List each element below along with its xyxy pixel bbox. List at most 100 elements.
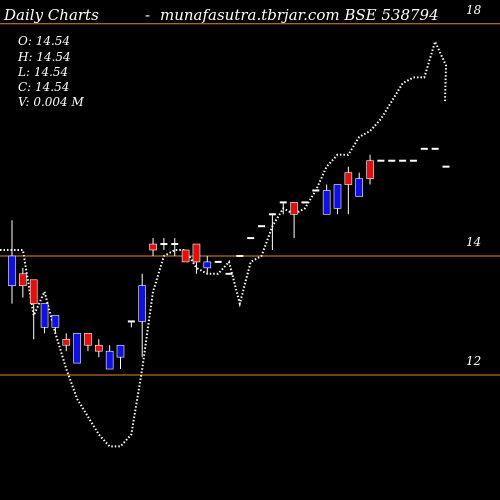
candle-body-9 <box>105 350 114 370</box>
candle-27 <box>301 201 309 204</box>
candle-body-28 <box>312 189 320 192</box>
candle-8 <box>95 339 103 358</box>
candle-6 <box>73 333 81 364</box>
candle-13 <box>149 238 157 256</box>
candle-body-29 <box>322 190 331 215</box>
candle-15 <box>171 238 179 256</box>
candle-body-23 <box>258 225 266 228</box>
candle-1 <box>19 267 27 298</box>
candle-29 <box>322 184 331 215</box>
candle-31 <box>344 166 353 215</box>
candle-body-20 <box>225 272 233 275</box>
candle-body-17 <box>192 243 201 263</box>
candle-body-0 <box>8 255 16 287</box>
candle-4 <box>51 315 60 334</box>
candle-16 <box>181 249 190 263</box>
candle-14 <box>160 238 168 250</box>
tick-label-0: 18 <box>466 3 482 17</box>
candle-body-5 <box>62 338 71 346</box>
site-and-symbol: munafasutra.tbrjar.com BSE 538794 <box>160 6 439 24</box>
candle-11 <box>127 320 135 328</box>
candle-37 <box>409 159 417 162</box>
candle-body-12 <box>138 285 146 322</box>
candle-30 <box>333 184 342 215</box>
candle-24 <box>268 213 276 250</box>
candle-body-27 <box>301 201 309 204</box>
candle-body-35 <box>388 159 396 162</box>
candle-body-7 <box>84 333 92 346</box>
candle-body-40 <box>442 165 450 168</box>
candle-39 <box>431 147 439 150</box>
candle-3 <box>40 303 49 334</box>
candle-38 <box>420 147 428 150</box>
candle-36 <box>399 159 407 162</box>
candle-body-33 <box>366 160 374 179</box>
candle-body-36 <box>399 159 407 162</box>
volume-value: V: 0.004 M <box>18 95 84 109</box>
candle-22 <box>247 237 255 240</box>
candle-body-18 <box>203 261 212 269</box>
candle-9 <box>105 345 114 370</box>
tick-label-1: 14 <box>466 235 481 249</box>
candle-body-31 <box>344 172 353 185</box>
candle-body-15 <box>171 243 179 246</box>
candle-12 <box>138 273 146 358</box>
candle-2 <box>29 279 38 340</box>
candle-34 <box>377 159 385 162</box>
candle-35 <box>388 159 396 162</box>
candle-body-16 <box>181 249 190 263</box>
low-value: L: 14.54 <box>18 65 69 79</box>
candle-17 <box>192 243 201 274</box>
candle-26 <box>290 202 298 239</box>
candle-body-13 <box>149 243 157 251</box>
price-gridlines <box>0 23 500 376</box>
close-value: C: 14.54 <box>18 80 70 94</box>
candle-18 <box>203 255 212 274</box>
candle-21 <box>236 254 244 257</box>
candle-body-10 <box>116 344 125 358</box>
candle-body-30 <box>333 184 342 209</box>
candle-body-4 <box>51 315 60 328</box>
candle-body-22 <box>247 237 255 240</box>
candle-body-37 <box>409 159 417 162</box>
candle-40 <box>442 165 450 168</box>
tick-label-2: 12 <box>466 354 481 368</box>
open-value: O: 14.54 <box>18 34 71 48</box>
title-separator: - <box>145 6 151 24</box>
candle-23 <box>258 225 266 228</box>
candle-body-38 <box>420 147 428 150</box>
candles <box>8 147 450 370</box>
candle-body-39 <box>431 147 439 150</box>
moving-average-line <box>0 38 448 448</box>
candle-body-24 <box>268 213 276 216</box>
candle-body-19 <box>214 260 222 263</box>
candle-body-6 <box>73 333 81 364</box>
candle-25 <box>279 201 287 215</box>
moving-average-path <box>0 38 448 448</box>
candle-body-26 <box>290 202 298 215</box>
price-axis-labels: 18 14 12 <box>466 3 482 368</box>
candle-body-21 <box>236 254 244 257</box>
candle-33 <box>366 154 374 185</box>
candle-body-2 <box>29 279 38 304</box>
candle-0 <box>8 220 16 304</box>
candle-19 <box>214 260 222 263</box>
candle-body-32 <box>355 178 364 197</box>
candle-body-14 <box>160 243 168 246</box>
candle-body-1 <box>19 273 27 287</box>
candle-body-3 <box>40 303 49 328</box>
chart-title: Daily Charts <box>4 6 99 24</box>
candle-5 <box>62 333 71 352</box>
candle-32 <box>355 172 364 197</box>
candle-10 <box>116 344 125 370</box>
candle-7 <box>84 333 92 352</box>
candle-20 <box>225 272 233 275</box>
candle-body-11 <box>127 320 135 323</box>
candle-28 <box>312 189 320 192</box>
candle-body-25 <box>279 201 287 204</box>
high-value: H: 14.54 <box>18 50 71 64</box>
candle-body-34 <box>377 159 385 162</box>
candle-body-8 <box>95 344 103 352</box>
